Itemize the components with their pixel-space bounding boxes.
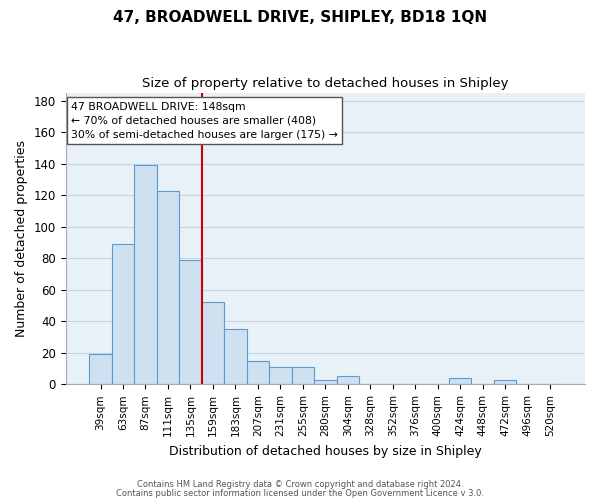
X-axis label: Distribution of detached houses by size in Shipley: Distribution of detached houses by size …: [169, 444, 482, 458]
Bar: [157, 190, 179, 384]
Bar: [269, 367, 292, 384]
Bar: [134, 166, 157, 384]
Text: 47 BROADWELL DRIVE: 148sqm
← 70% of detached houses are smaller (408)
30% of sem: 47 BROADWELL DRIVE: 148sqm ← 70% of deta…: [71, 102, 338, 140]
Text: Contains HM Land Registry data © Crown copyright and database right 2024.: Contains HM Land Registry data © Crown c…: [137, 480, 463, 489]
Title: Size of property relative to detached houses in Shipley: Size of property relative to detached ho…: [142, 78, 509, 90]
Bar: [449, 378, 472, 384]
Bar: [179, 260, 202, 384]
Bar: [224, 329, 247, 384]
Bar: [337, 376, 359, 384]
Bar: [292, 367, 314, 384]
Bar: [314, 380, 337, 384]
Bar: [247, 360, 269, 384]
Y-axis label: Number of detached properties: Number of detached properties: [15, 140, 28, 337]
Bar: [494, 380, 517, 384]
Text: 47, BROADWELL DRIVE, SHIPLEY, BD18 1QN: 47, BROADWELL DRIVE, SHIPLEY, BD18 1QN: [113, 10, 487, 25]
Text: Contains public sector information licensed under the Open Government Licence v : Contains public sector information licen…: [116, 488, 484, 498]
Bar: [112, 244, 134, 384]
Bar: [202, 302, 224, 384]
Bar: [89, 354, 112, 384]
